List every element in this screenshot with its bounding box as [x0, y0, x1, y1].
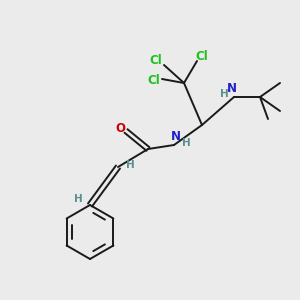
Text: H: H — [220, 89, 228, 99]
Text: O: O — [115, 122, 125, 136]
Text: N: N — [227, 82, 237, 95]
Text: H: H — [126, 160, 134, 170]
Text: Cl: Cl — [148, 74, 160, 88]
Text: H: H — [74, 194, 82, 204]
Text: H: H — [182, 138, 190, 148]
Text: N: N — [171, 130, 181, 143]
Text: Cl: Cl — [196, 50, 208, 64]
Text: Cl: Cl — [150, 55, 162, 68]
